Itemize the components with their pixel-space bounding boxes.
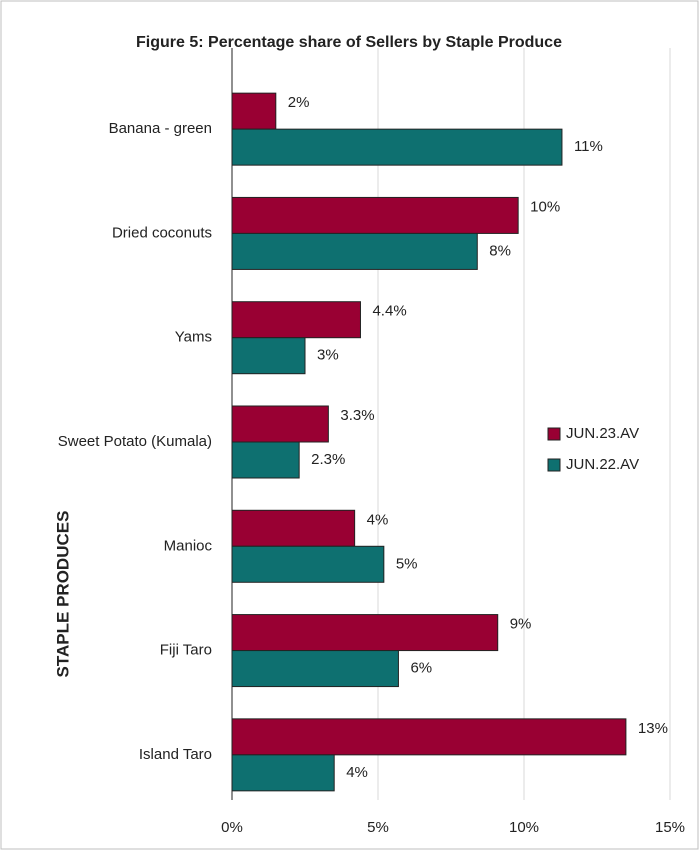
bar	[231, 337, 306, 375]
bar	[231, 405, 329, 443]
y-tick-label: Dried coconuts	[112, 224, 212, 241]
y-tick-label: Sweet Potato (Kumala)	[58, 433, 212, 450]
data-label: 6%	[410, 660, 432, 677]
bar	[231, 196, 519, 234]
bar	[231, 301, 361, 339]
x-tick-label: 5%	[367, 819, 389, 836]
data-label: 4%	[346, 764, 368, 781]
legend-label: JUN.23.AV	[566, 425, 639, 442]
bar	[231, 128, 563, 166]
data-label: 13%	[638, 720, 668, 737]
data-label: 3.3%	[340, 407, 374, 424]
y-tick-label: Fiji Taro	[160, 642, 212, 659]
data-label: 4%	[367, 511, 389, 528]
bar	[231, 754, 335, 792]
bar	[231, 545, 385, 583]
legend-swatch	[547, 427, 561, 441]
data-label: 10%	[530, 198, 560, 215]
data-label: 8%	[489, 242, 511, 259]
data-label: 9%	[510, 616, 532, 633]
x-tick-label: 10%	[509, 819, 539, 836]
bar	[231, 718, 627, 756]
data-label: 2.3%	[311, 451, 345, 468]
bar	[231, 92, 277, 130]
data-label: 2%	[288, 94, 310, 111]
bar	[231, 614, 499, 652]
data-label: 11%	[574, 138, 603, 155]
legend-swatch	[547, 458, 561, 472]
bar	[231, 509, 356, 547]
data-label: 4.4%	[372, 303, 406, 320]
y-tick-label: Island Taro	[139, 746, 212, 763]
chart-title: Figure 5: Percentage share of Sellers by…	[136, 34, 562, 51]
y-tick-label: Manioc	[164, 537, 213, 554]
data-label: 3%	[317, 347, 339, 364]
y-tick-label: Yams	[175, 329, 212, 346]
y-tick-label: Banana - green	[109, 120, 212, 137]
x-tick-label: 0%	[221, 819, 243, 836]
x-tick-label: 15%	[655, 819, 685, 836]
data-label: 5%	[396, 555, 418, 572]
y-axis-title: STAPLE PRODUCES	[53, 511, 72, 678]
bar	[231, 232, 478, 270]
legend-label: JUN.22.AV	[566, 456, 639, 473]
bar	[231, 650, 399, 688]
bar	[231, 441, 300, 479]
